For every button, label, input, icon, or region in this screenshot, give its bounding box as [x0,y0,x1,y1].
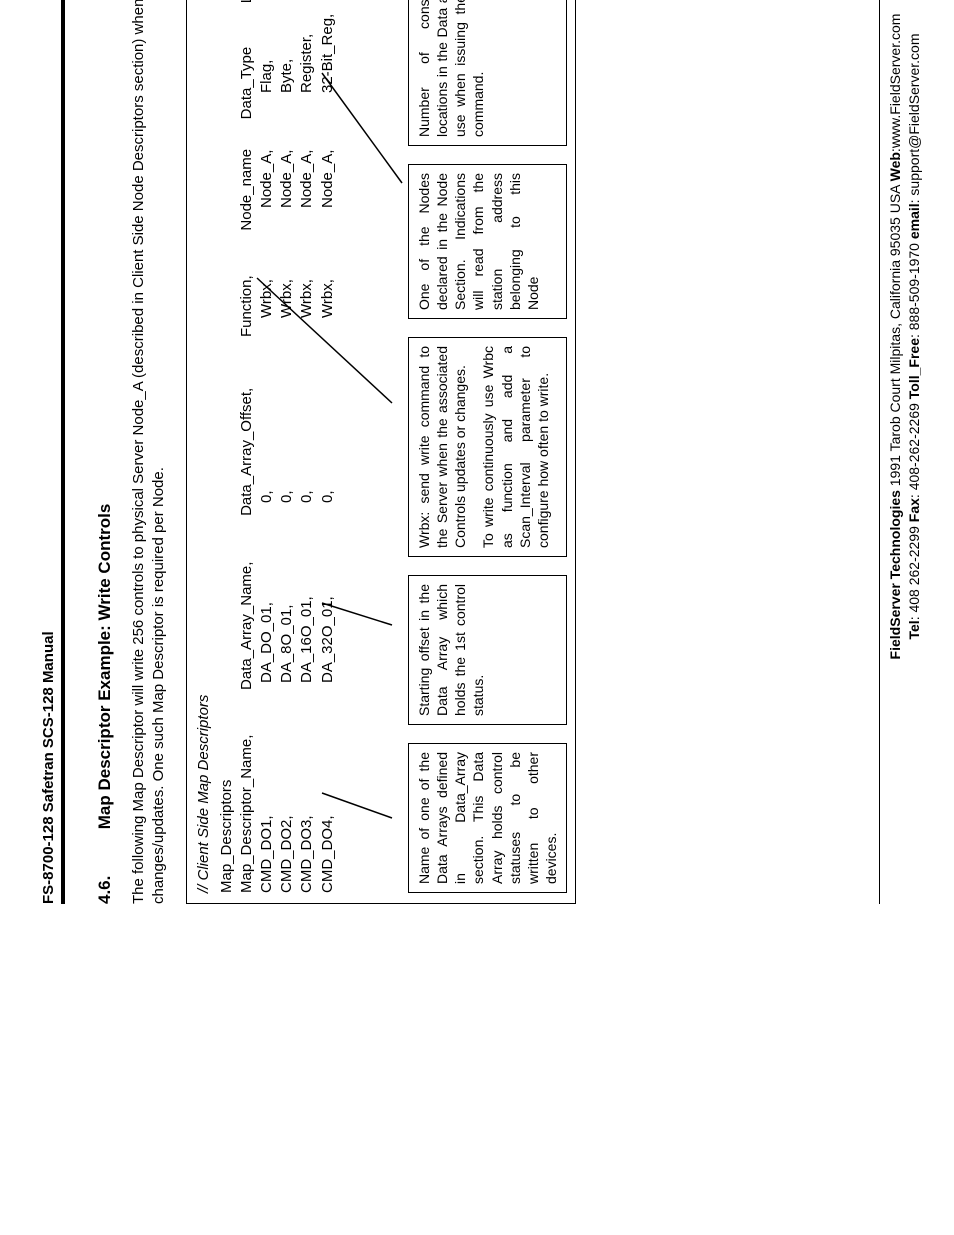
footer-tollfree-label: Toll_Free [906,338,922,399]
th: Data_Type [237,3,257,119]
table-row: CMD_DO3, DA_16O_01, 0, Wrbx, Node_A, Reg… [297,0,317,893]
td: CMD_DO1, [257,683,277,893]
td: 32-Bit_Reg, [318,0,338,93]
td: 0, [318,318,338,503]
footer-line-1: FieldServer Technologies 1991 Tarob Cour… [886,0,905,904]
table-row: CMD_DO4, DA_32O_01, 0, Wrbx, Node_A, 32-… [318,0,338,893]
td: DA_16O_01, [297,503,317,683]
th: Map_Descriptor_Name, [237,690,257,893]
callout-length: Number of consecutive locations in the D… [408,0,568,146]
td: 0, [257,318,277,503]
table-row: CMD_DO2, DA_8O_01, 0, Wrbx, Node_A, Byte… [277,0,297,893]
page: FS-8700-128 Safetran SCS-128 Manual Page… [0,0,954,954]
td: Node_A, [318,93,338,208]
th: Function, [237,231,257,337]
td: DA_8O_01, [277,503,297,683]
td: Node_A, [297,93,317,208]
td: Wrbx, [257,208,277,318]
footer-email: : support@FieldServer.com [906,34,922,204]
callout-name: Name of one of the Data Arrays defined i… [408,743,568,893]
page-footer: FieldServer Technologies 1991 Tarob Cour… [879,0,924,904]
footer-line-2: Tel: 408 262-2299 Fax: 408-262-2269 Toll… [905,0,924,904]
td: CMD_DO2, [277,683,297,893]
section-number: 4.6. [95,834,115,904]
footer-tel-label: Tel [906,620,922,639]
footer-addr: 1991 Tarob Court Milpitas, California 95… [887,181,903,490]
td: DA_DO_01, [257,503,277,683]
footer-web-label: Web [887,152,903,181]
intro-paragraph: The following Map Descriptor will write … [129,0,170,904]
td: CMD_DO3, [297,683,317,893]
td: Wrbx, [297,208,317,318]
group-label: Map_Descriptors [218,0,235,893]
footer-email-label: email [906,203,922,239]
td: Flag, [257,0,277,93]
callout-function-p1: Wrbx: send write command to the Server w… [415,346,470,548]
td: Byte, [277,0,297,93]
th: Node_name [237,119,257,230]
th: Length [237,0,257,3]
footer-web: :www.FieldServer.com [887,14,903,152]
section-title: 4.6. Map Descriptor Example: Write Contr… [95,0,115,904]
callout-offset: Starting offset in the Data Array which … [408,575,568,725]
section-heading: Map Descriptor Example: Write Controls [95,504,114,830]
td: Wrbx, [277,208,297,318]
callouts-row: Name of one of the Data Arrays defined i… [408,0,568,893]
descriptors-box: // Client Side Map Descriptors Map_Descr… [186,0,577,904]
table-row: CMD_DO1, DA_DO_01, 0, Wrbx, Node_A, Flag… [257,0,277,893]
th: Data_Array_Name, [237,516,257,690]
footer-company: FieldServer Technologies [887,490,903,659]
callout-function-p2: To write continuously use Wrbc as functi… [479,346,552,548]
footer-fax: : 408-262-2269 [906,399,922,498]
td: Wrbx, [318,208,338,318]
box-label: // Client Side Map Descriptors [195,0,212,893]
callout-function: Wrbx: send write command to the Server w… [408,337,568,557]
td: Node_A, [277,93,297,208]
footer-tel: : 408 262-2299 [906,522,922,620]
td: Register, [297,0,317,93]
header-left: FS-8700-128 Safetran SCS-128 Manual [40,631,57,904]
page-header: FS-8700-128 Safetran SCS-128 Manual Page… [40,0,65,904]
footer-tollfree: : 888-509-1970 [906,239,922,338]
callout-node: One of the Nodes declared in the Node Se… [408,164,568,319]
td: Node_A, [257,93,277,208]
td: CMD_DO4, [318,683,338,893]
th: Data_Array_Offset, [237,337,257,516]
table-header-row: Map_Descriptor_Name, Data_Array_Name, Da… [237,0,257,893]
footer-fax-label: Fax [906,498,922,522]
td: 0, [297,318,317,503]
td: DA_32O_01, [318,503,338,683]
td: 0, [277,318,297,503]
